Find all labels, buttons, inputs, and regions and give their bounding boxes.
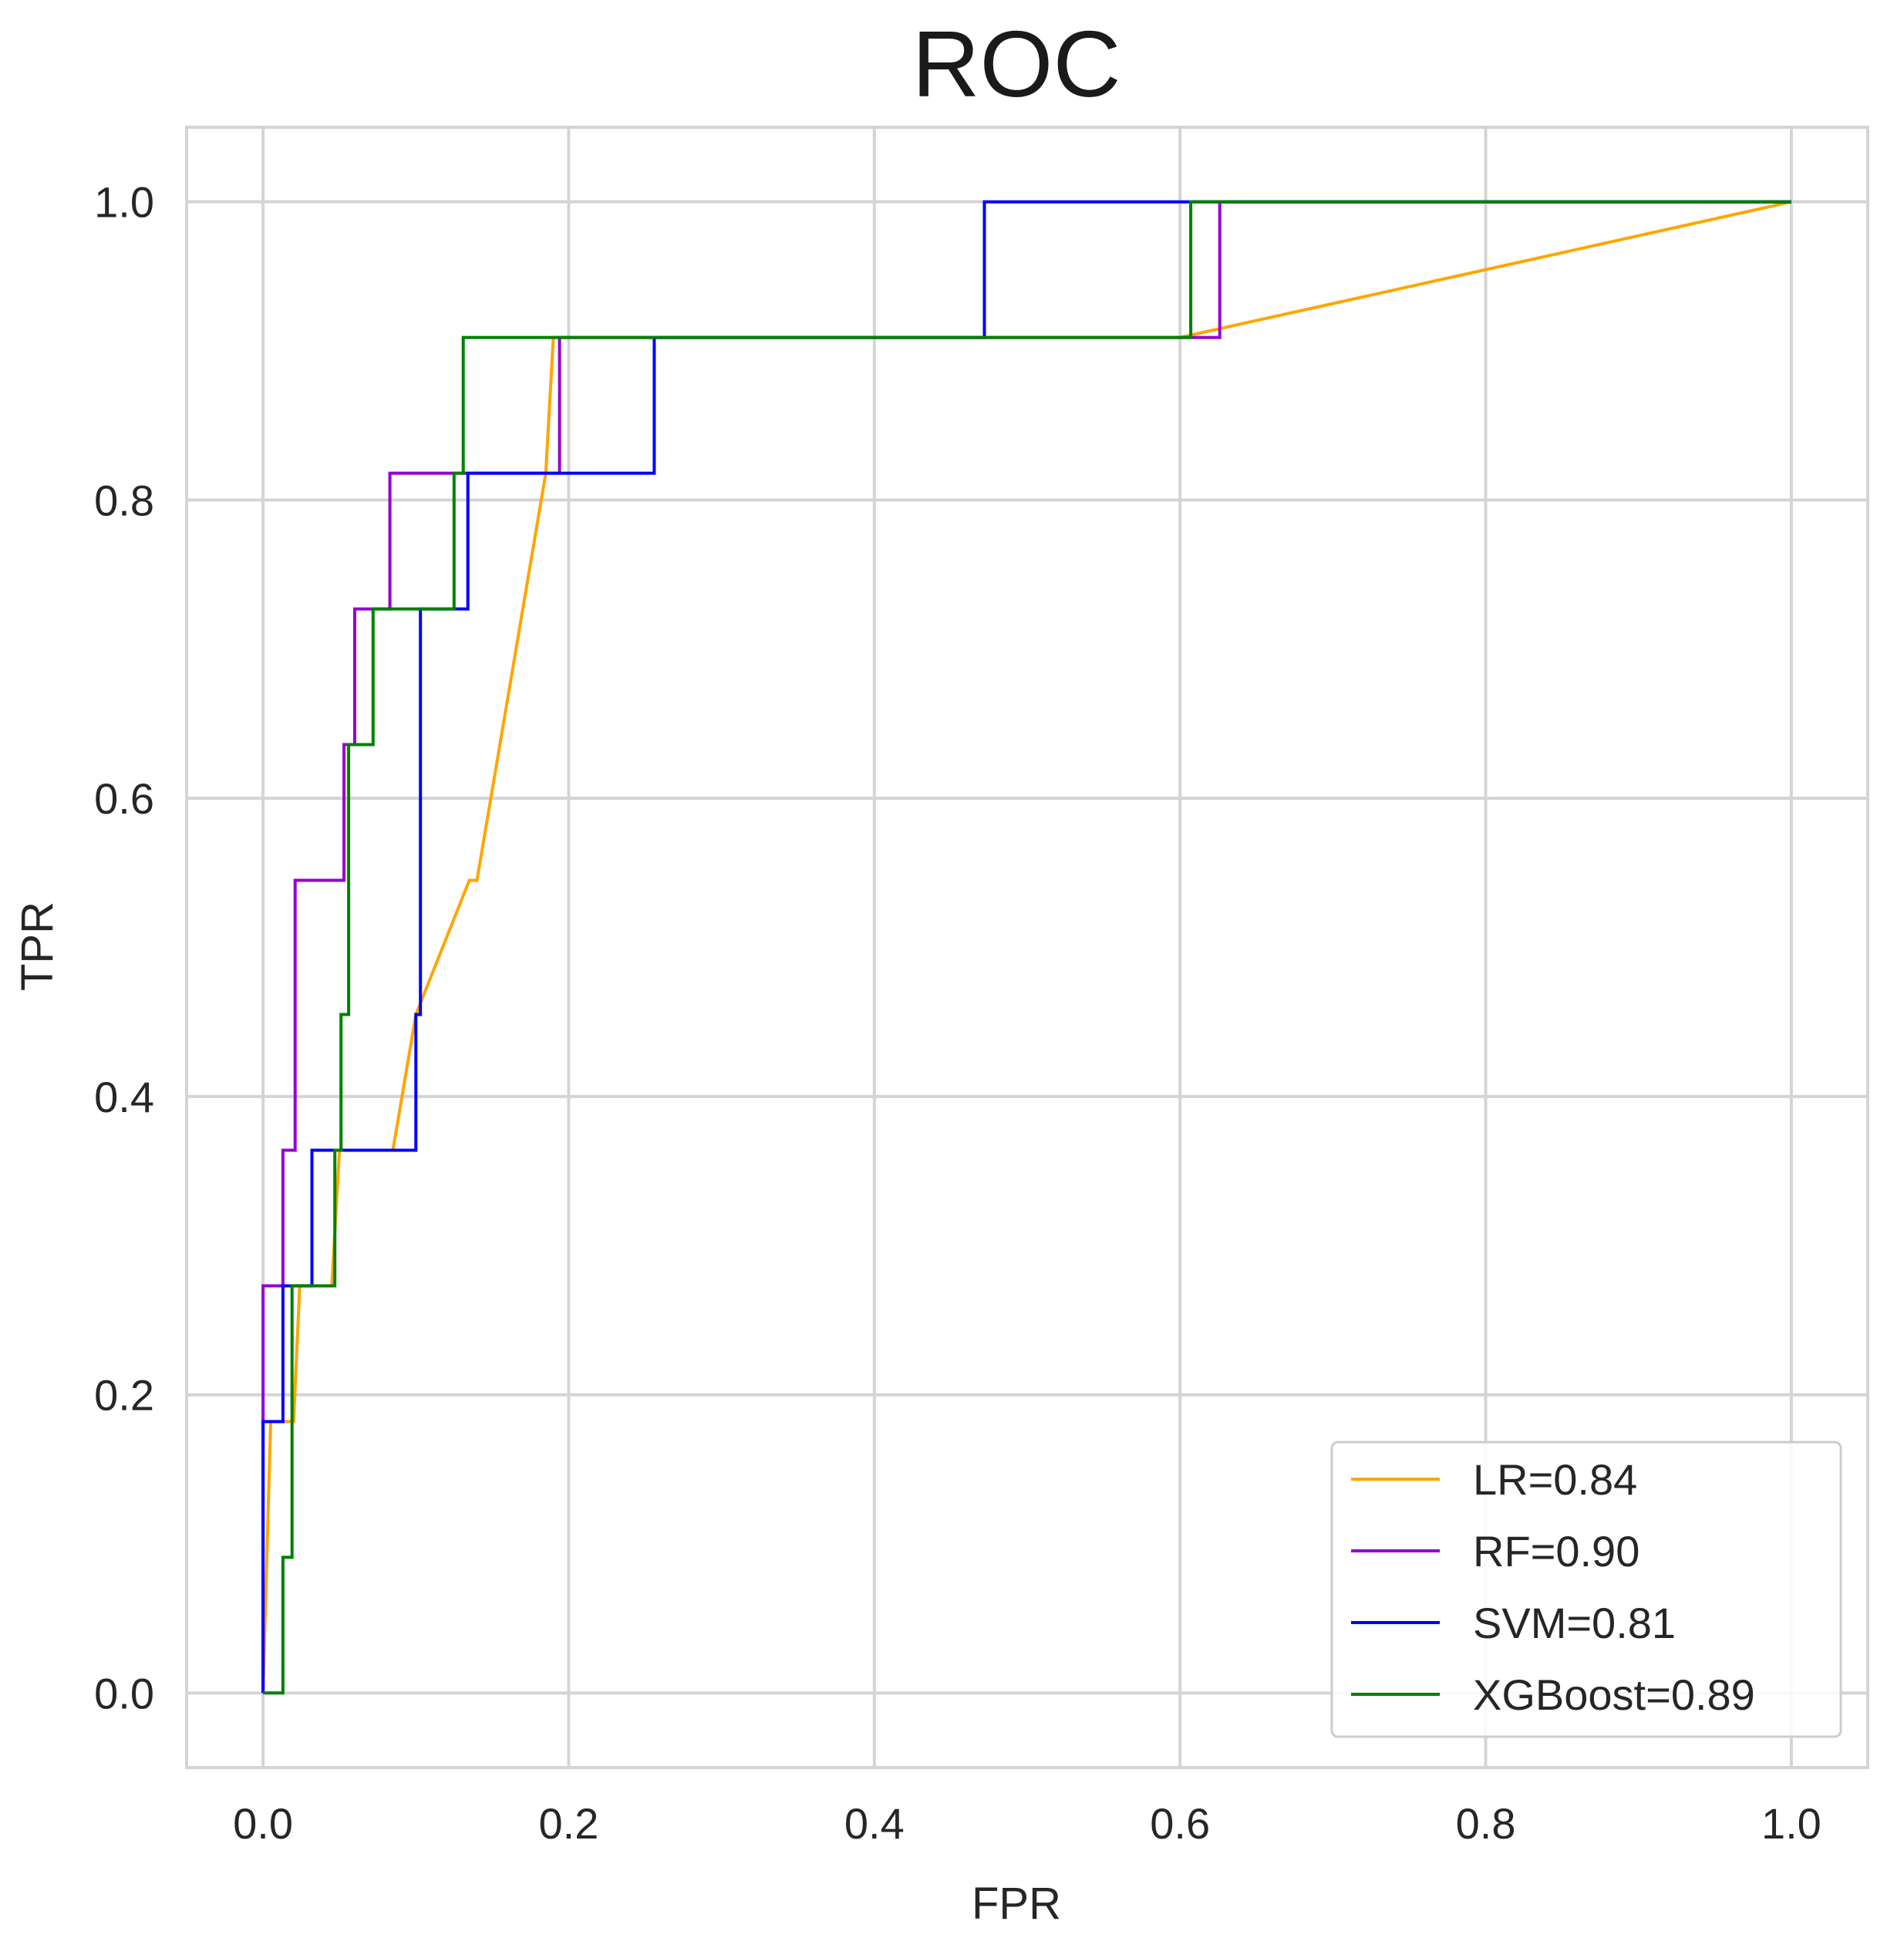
legend-label-lr: LR=0.84 <box>1473 1455 1637 1504</box>
x-axis-label: FPR <box>972 1879 1061 1929</box>
y-axis-label: TPR <box>12 902 62 991</box>
series-line-xgboost <box>263 200 1791 1695</box>
legend-label-xgboost: XGBoost=0.89 <box>1473 1670 1755 1719</box>
series-group <box>261 200 1792 1695</box>
plot-frame <box>185 126 1869 1769</box>
x-tick-label: 0.6 <box>1150 1799 1210 1848</box>
legend-label-rf: RF=0.90 <box>1473 1527 1639 1576</box>
x-tick-label: 0.4 <box>844 1799 905 1848</box>
tick-labels: 0.0 0.2 0.4 0.6 0.8 1.0 0.0 0.2 0.4 0.6 0.8 1.0 <box>94 178 1821 1848</box>
y-tick-label: 0.8 <box>94 476 154 524</box>
y-tick-label: 1.0 <box>94 178 154 227</box>
x-tick-label: 0.8 <box>1456 1799 1516 1848</box>
x-tick-label: 0.0 <box>233 1799 293 1848</box>
chart-title: ROC <box>912 12 1120 116</box>
legend-box <box>1330 1441 1842 1738</box>
x-tick-label: 0.2 <box>539 1799 599 1848</box>
y-tick-label: 0.2 <box>94 1371 154 1420</box>
y-tick-label: 0.0 <box>94 1669 154 1717</box>
x-tick-label: 1.0 <box>1761 1799 1821 1848</box>
y-tick-label: 0.6 <box>94 774 154 823</box>
legend-label-svm: SVM=0.81 <box>1473 1599 1676 1647</box>
legend: LR=0.84 RF=0.90 SVM=0.81 XGBoost=0.89 <box>1330 1441 1842 1738</box>
y-tick-label: 0.4 <box>94 1073 154 1121</box>
